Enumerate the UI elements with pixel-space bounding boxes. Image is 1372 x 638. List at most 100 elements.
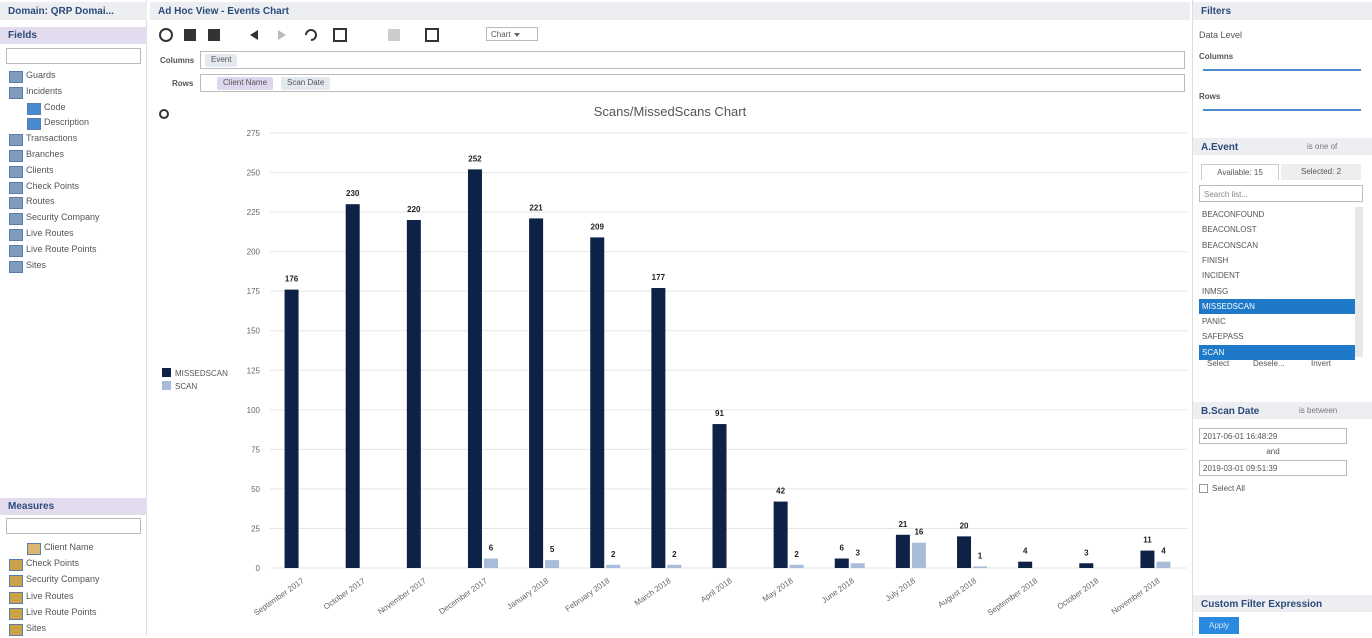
item-icon [9, 229, 23, 241]
event-item[interactable]: BEACONSCAN [1202, 240, 1259, 250]
event-buttons: Select Desele... Invert [1199, 359, 1363, 373]
columns-box: Event [200, 51, 1185, 69]
field-label: Routes [26, 196, 55, 207]
event-button[interactable]: Invert [1311, 359, 1332, 368]
event-button[interactable]: Desele... [1253, 359, 1285, 368]
item-icon [9, 575, 23, 588]
data-label: 11 [1143, 536, 1152, 545]
field-label: Check Points [26, 180, 80, 191]
item-icon [9, 197, 23, 210]
field-child[interactable]: Code [24, 102, 66, 117]
field-item[interactable]: Routes [6, 196, 55, 211]
x-tick-label: January 2018 [505, 576, 550, 611]
field-item[interactable]: Security Company [6, 212, 100, 227]
date-filter-header[interactable]: B.Scan Date is between [1193, 402, 1372, 419]
field-item[interactable]: Sites [6, 260, 46, 275]
field-item[interactable]: Guards [6, 70, 56, 85]
item-icon [9, 244, 23, 257]
field-item[interactable]: Check Points [6, 181, 79, 196]
field-item[interactable]: Clients [6, 165, 54, 180]
event-item[interactable]: MISSEDSCAN [1199, 298, 1355, 315]
chart-title: Scans/MissedScans Chart [594, 104, 747, 119]
columns-slider[interactable] [1203, 69, 1361, 71]
fields-search[interactable] [6, 48, 141, 64]
measures-search[interactable] [6, 518, 141, 534]
pill[interactable]: Event [205, 54, 238, 67]
event-item[interactable]: SCAN [1199, 344, 1355, 361]
measure-item[interactable]: Live Routes [6, 591, 74, 606]
event-item[interactable]: BEACONLOST [1202, 225, 1257, 235]
date-from[interactable]: 2017-06-01 16:48:29 [1199, 428, 1347, 444]
measure-item[interactable]: Live Route Points [6, 607, 97, 622]
field-item[interactable]: Live Routes [6, 228, 74, 243]
event-item[interactable]: SAFEPASS [1202, 332, 1244, 342]
bar [529, 218, 544, 568]
bar [667, 564, 682, 568]
data-label: 209 [591, 222, 605, 231]
x-tick-label: August 2018 [936, 576, 978, 609]
field-label: Clients [26, 164, 54, 175]
chart: Scans/MissedScans Chart 0255075100125150… [159, 104, 1187, 618]
left-panel: Domain: QRP Domai... Fields Guards Incide… [0, 0, 147, 636]
data-label: 230 [346, 189, 360, 198]
rows-slider[interactable] [1203, 109, 1361, 111]
event-item[interactable]: INMSG [1202, 286, 1229, 296]
field-label: Sites [26, 259, 47, 270]
field-item[interactable]: Branches [6, 149, 64, 164]
event-search[interactable]: Search list... [1199, 185, 1363, 202]
date-filter-operator[interactable]: is between [1299, 406, 1338, 415]
event-button[interactable]: Select [1207, 359, 1230, 368]
x-tick-label: September 2017 [252, 576, 306, 618]
field-item[interactable]: Live Route Points [6, 244, 97, 259]
bar [545, 560, 560, 568]
item-icon [27, 118, 41, 131]
bar [345, 204, 360, 568]
bar [590, 237, 605, 568]
data-label: 2 [794, 550, 799, 559]
pill[interactable]: Client Name [217, 77, 274, 90]
field-item[interactable]: Incidents [6, 86, 62, 101]
view-select[interactable]: Chart [486, 27, 538, 41]
y-tick-label: 25 [251, 524, 260, 533]
legend-label: MISSEDSCAN [175, 369, 228, 378]
bar [406, 220, 421, 568]
custom-filter[interactable]: Custom Filter Expression [1193, 595, 1372, 612]
event-item[interactable]: BEACONFOUND [1202, 210, 1265, 219]
settings-icon[interactable] [159, 109, 169, 119]
center-panel: Ad Hoc View - Events Chart Chart Columns… [150, 0, 1190, 636]
domain-header[interactable]: Domain: QRP Domai... [0, 2, 147, 20]
field-label: Transactions [26, 133, 78, 144]
measure-item[interactable]: Client Name [24, 542, 94, 557]
y-tick-label: 275 [247, 129, 261, 138]
measure-item[interactable]: Security Company [6, 574, 100, 589]
field-child[interactable]: Description [24, 117, 89, 132]
toolbar[interactable] [158, 26, 478, 44]
bar [850, 563, 865, 568]
select-all-checkbox[interactable] [1199, 484, 1208, 493]
bar [467, 169, 482, 568]
data-label: 176 [285, 275, 299, 284]
y-tick-label: 200 [247, 248, 261, 257]
data-label: 220 [407, 205, 421, 214]
bar [911, 542, 926, 568]
y-tick-label: 175 [247, 287, 261, 296]
available-tab[interactable]: Available: 15 [1201, 164, 1279, 180]
date-to[interactable]: 2019-03-01 09:51:39 [1199, 460, 1347, 476]
item-icon [9, 624, 23, 636]
event-filter-header[interactable]: A.Event is one of [1193, 138, 1372, 155]
data-label: 3 [1084, 548, 1089, 557]
bar [789, 564, 804, 568]
measure-item[interactable]: Check Points [6, 558, 79, 573]
event-filter-operator[interactable]: is one of [1307, 142, 1338, 151]
data-label: 1 [978, 551, 983, 560]
selected-tab[interactable]: Selected: 2 [1281, 164, 1361, 180]
event-item[interactable]: PANIC [1202, 317, 1226, 327]
pill[interactable]: Scan Date [281, 77, 331, 90]
event-item[interactable]: FINISH [1202, 255, 1229, 265]
field-item[interactable]: Transactions [6, 133, 77, 148]
event-item[interactable]: INCIDENT [1202, 271, 1240, 281]
item-icon [9, 86, 23, 99]
apply-button[interactable]: Apply [1199, 617, 1239, 634]
measure-item[interactable]: Sites [6, 623, 46, 638]
date-and: and [1266, 447, 1280, 456]
